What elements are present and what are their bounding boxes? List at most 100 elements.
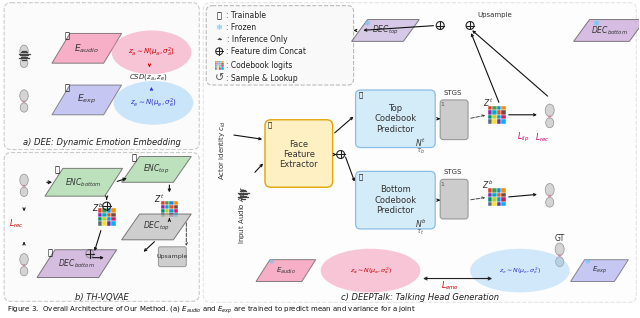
Bar bbox=[161, 205, 165, 209]
Bar bbox=[98, 208, 102, 212]
Ellipse shape bbox=[20, 187, 28, 197]
Text: Face
Feature
Extractor: Face Feature Extractor bbox=[280, 140, 318, 169]
Bar bbox=[219, 61, 221, 63]
Polygon shape bbox=[122, 156, 191, 182]
Ellipse shape bbox=[20, 266, 28, 276]
Bar bbox=[173, 205, 178, 209]
Bar bbox=[492, 202, 497, 206]
Text: $\tau_b$: $\tau_b$ bbox=[416, 147, 425, 156]
Text: Input Audio $A_{1:T}$: Input Audio $A_{1:T}$ bbox=[238, 184, 248, 244]
Bar bbox=[492, 197, 497, 202]
Text: $DEC_{bottom}$: $DEC_{bottom}$ bbox=[591, 24, 628, 37]
Text: $E_{exp}$: $E_{exp}$ bbox=[592, 265, 607, 276]
Text: $z_e{\sim}N(\mu_e,\sigma_e^2)$: $z_e{\sim}N(\mu_e,\sigma_e^2)$ bbox=[130, 96, 177, 109]
Ellipse shape bbox=[20, 103, 28, 112]
Bar bbox=[501, 106, 506, 110]
Bar bbox=[111, 212, 116, 217]
Ellipse shape bbox=[20, 45, 28, 57]
Text: a) DEE: Dynamic Emotion Embedding: a) DEE: Dynamic Emotion Embedding bbox=[23, 138, 180, 147]
Bar bbox=[497, 119, 501, 124]
Text: 🔥: 🔥 bbox=[268, 121, 272, 128]
Text: $L_{rec}$: $L_{rec}$ bbox=[536, 131, 550, 144]
FancyBboxPatch shape bbox=[356, 171, 435, 229]
Bar bbox=[102, 221, 107, 226]
Bar bbox=[221, 61, 223, 63]
Bar bbox=[102, 217, 107, 221]
Text: $E_{audio}$: $E_{audio}$ bbox=[74, 42, 99, 55]
Bar bbox=[488, 106, 492, 110]
Bar bbox=[165, 213, 170, 218]
Bar bbox=[221, 65, 223, 67]
Bar bbox=[161, 213, 165, 218]
Text: 1: 1 bbox=[440, 102, 444, 107]
Bar bbox=[501, 188, 506, 193]
Ellipse shape bbox=[20, 58, 28, 67]
Bar bbox=[170, 205, 173, 209]
Bar bbox=[161, 201, 165, 205]
Bar bbox=[497, 106, 501, 110]
FancyBboxPatch shape bbox=[440, 100, 468, 140]
FancyBboxPatch shape bbox=[440, 179, 468, 219]
Bar bbox=[488, 197, 492, 202]
Text: Actor identity $c_{id}$: Actor identity $c_{id}$ bbox=[218, 120, 228, 180]
Text: 🔥: 🔥 bbox=[65, 84, 69, 93]
Text: Upsample: Upsample bbox=[477, 11, 513, 17]
Ellipse shape bbox=[545, 183, 554, 196]
Bar bbox=[107, 212, 111, 217]
Text: 🔥: 🔥 bbox=[358, 92, 363, 98]
Bar bbox=[111, 221, 116, 226]
Bar bbox=[219, 65, 221, 67]
Bar bbox=[219, 63, 221, 65]
Text: : Trainable: : Trainable bbox=[226, 11, 266, 20]
Bar bbox=[497, 197, 501, 202]
Ellipse shape bbox=[20, 253, 28, 265]
Text: Top
Codebook
Predictor: Top Codebook Predictor bbox=[374, 104, 417, 134]
Bar bbox=[221, 63, 223, 65]
Ellipse shape bbox=[470, 249, 570, 293]
Text: 🔥: 🔥 bbox=[217, 11, 221, 20]
Text: $E_{exp}$: $E_{exp}$ bbox=[77, 93, 96, 107]
Text: b) TH-VQVAE: b) TH-VQVAE bbox=[75, 293, 129, 302]
Polygon shape bbox=[573, 19, 640, 41]
Bar bbox=[497, 193, 501, 197]
FancyBboxPatch shape bbox=[206, 6, 353, 85]
Text: ↺: ↺ bbox=[214, 73, 224, 83]
Text: STGS: STGS bbox=[444, 90, 462, 96]
Bar bbox=[111, 217, 116, 221]
Text: : Sample & Lookup: : Sample & Lookup bbox=[226, 73, 298, 83]
Text: 1: 1 bbox=[440, 182, 444, 187]
Bar bbox=[488, 202, 492, 206]
Text: $Z^t$: $Z^t$ bbox=[483, 97, 493, 109]
Bar bbox=[492, 119, 497, 124]
Polygon shape bbox=[52, 33, 122, 63]
Text: $Z^b$: $Z^b$ bbox=[483, 179, 493, 191]
Bar bbox=[161, 209, 165, 213]
Ellipse shape bbox=[20, 90, 28, 102]
Text: $ENC_{bottom}$: $ENC_{bottom}$ bbox=[65, 176, 102, 189]
Text: ❄: ❄ bbox=[363, 19, 370, 28]
Text: $DEC_{top}$: $DEC_{top}$ bbox=[143, 220, 170, 233]
Bar bbox=[170, 213, 173, 218]
Text: $z_e{\sim}N(\mu_e,\sigma_e^2)$: $z_e{\sim}N(\mu_e,\sigma_e^2)$ bbox=[499, 265, 541, 276]
Ellipse shape bbox=[114, 81, 193, 125]
Polygon shape bbox=[52, 85, 122, 115]
Bar bbox=[501, 119, 506, 124]
Ellipse shape bbox=[546, 118, 554, 128]
Text: $z_a{\sim}N(\mu_a,\sigma_a^2)$: $z_a{\sim}N(\mu_a,\sigma_a^2)$ bbox=[128, 46, 175, 59]
Text: GT: GT bbox=[554, 234, 564, 243]
Ellipse shape bbox=[22, 264, 26, 266]
Ellipse shape bbox=[545, 104, 554, 117]
Text: $DEC_{bottom}$: $DEC_{bottom}$ bbox=[58, 257, 95, 270]
Bar bbox=[102, 212, 107, 217]
Bar bbox=[217, 67, 219, 70]
Bar bbox=[98, 212, 102, 217]
Bar bbox=[497, 110, 501, 115]
Bar bbox=[501, 115, 506, 119]
Bar bbox=[111, 208, 116, 212]
FancyBboxPatch shape bbox=[265, 120, 333, 187]
Bar bbox=[98, 221, 102, 226]
Bar bbox=[107, 221, 111, 226]
Bar bbox=[492, 115, 497, 119]
Text: : Frozen: : Frozen bbox=[226, 23, 256, 32]
FancyBboxPatch shape bbox=[4, 3, 199, 149]
